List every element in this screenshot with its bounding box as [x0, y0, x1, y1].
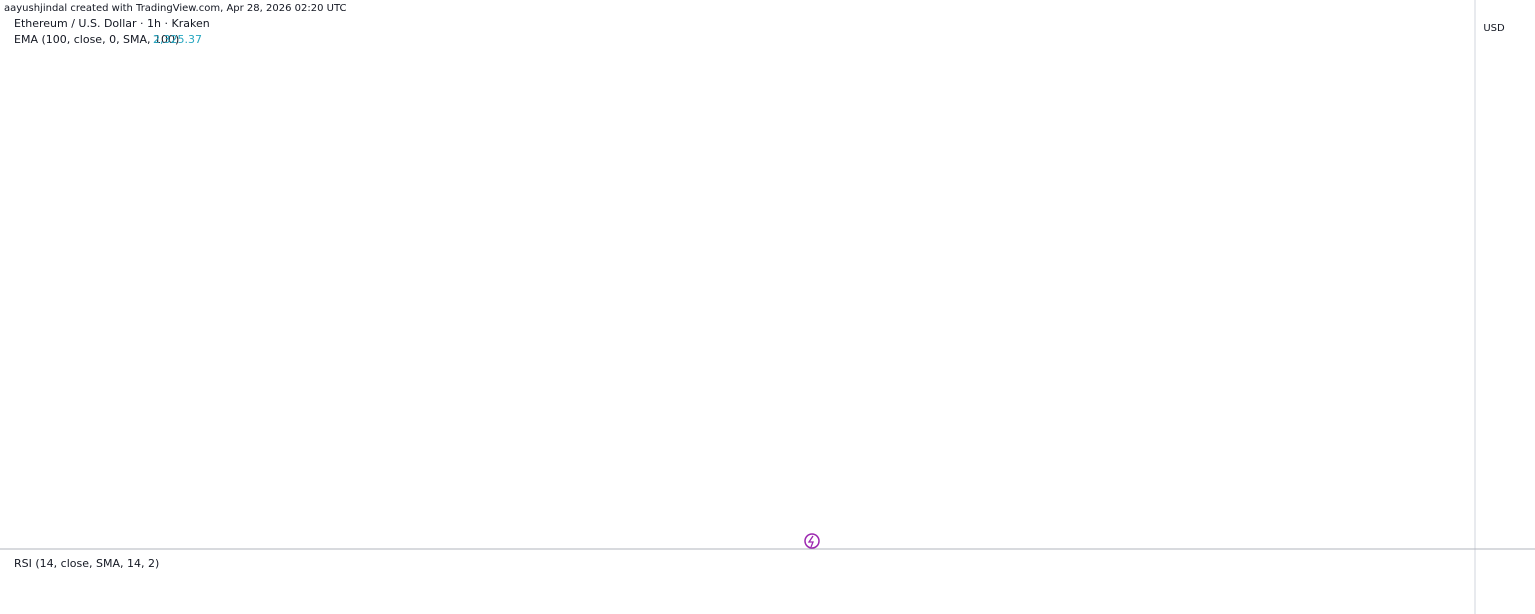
ema-title: EMA (100, close, 0, SMA, 100): [14, 33, 179, 46]
currency: USD: [1483, 23, 1505, 34]
chart-title: Ethereum / U.S. Dollar · 1h · Kraken: [14, 17, 210, 30]
alert-icon[interactable]: [804, 533, 820, 549]
header: aayushjindal created with TradingView.co…: [4, 3, 346, 570]
credit: aayushjindal created with TradingView.co…: [4, 3, 346, 14]
ema-value: 2,325.37: [153, 33, 202, 46]
rsi-title: RSI (14, close, SMA, 14, 2): [14, 557, 159, 570]
